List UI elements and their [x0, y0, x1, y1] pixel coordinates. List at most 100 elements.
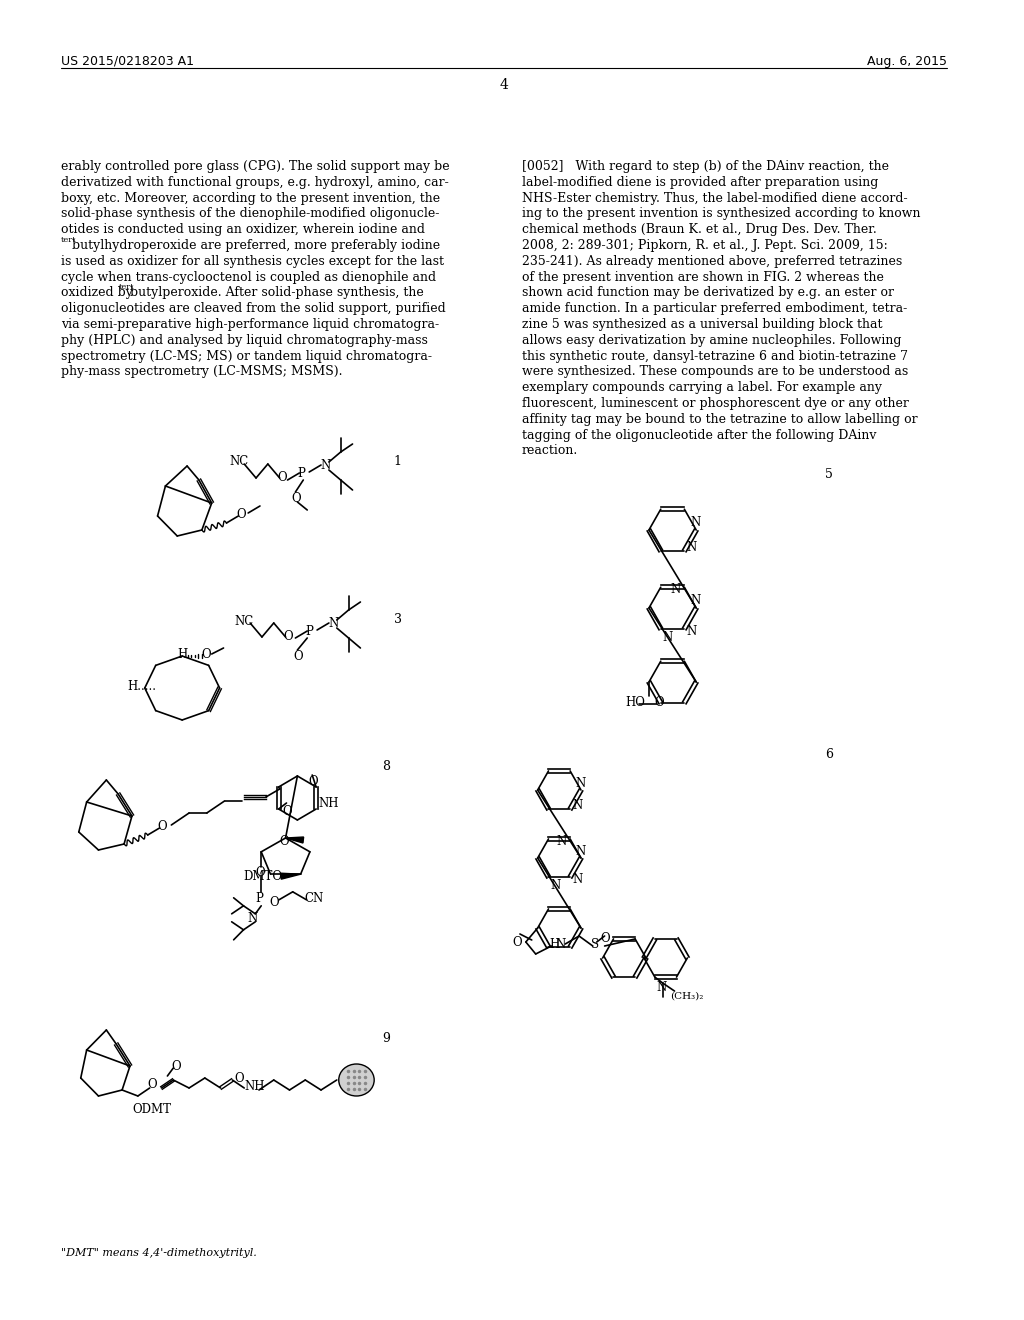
Text: phy-mass spectrometry (LC-MSMS; MSMS).: phy-mass spectrometry (LC-MSMS; MSMS).	[61, 366, 343, 379]
Text: H: H	[177, 648, 187, 661]
Text: ing to the present invention is synthesized according to known: ing to the present invention is synthesi…	[522, 207, 921, 220]
Text: N: N	[686, 624, 696, 638]
Text: N: N	[690, 594, 700, 607]
Text: label-modified diene is provided after preparation using: label-modified diene is provided after p…	[522, 176, 879, 189]
Text: O: O	[147, 1078, 158, 1092]
Text: exemplary compounds carrying a label. For example any: exemplary compounds carrying a label. Fo…	[522, 381, 882, 395]
Text: 3: 3	[394, 612, 401, 626]
Text: O: O	[269, 896, 279, 908]
Text: via semi-preparative high-performance liquid chromatogra-: via semi-preparative high-performance li…	[61, 318, 439, 331]
Text: 6: 6	[825, 748, 834, 762]
Text: reaction.: reaction.	[522, 445, 579, 458]
Text: O: O	[283, 805, 292, 818]
Text: oxidized by: oxidized by	[61, 286, 137, 300]
Text: H: H	[550, 939, 560, 950]
Text: O: O	[278, 471, 288, 484]
Text: butylhydroperoxide are preferred, more preferably iodine: butylhydroperoxide are preferred, more p…	[73, 239, 440, 252]
Text: N: N	[572, 873, 583, 886]
Text: N: N	[575, 845, 586, 858]
Text: shown acid function may be derivatized by e.g. an ester or: shown acid function may be derivatized b…	[522, 286, 894, 300]
Text: solid-phase synthesis of the dienophile-modified oligonucle-: solid-phase synthesis of the dienophile-…	[61, 207, 439, 220]
Text: 1: 1	[394, 455, 401, 469]
Text: O: O	[601, 932, 610, 945]
Text: NH: NH	[318, 797, 339, 810]
Text: N: N	[321, 459, 331, 473]
Text: O: O	[308, 775, 317, 788]
Text: N: N	[572, 799, 583, 812]
Text: N: N	[556, 836, 566, 847]
Text: S: S	[591, 939, 599, 950]
Text: N: N	[551, 879, 561, 892]
Text: Aug. 6, 2015: Aug. 6, 2015	[867, 55, 947, 69]
Text: N: N	[686, 541, 696, 554]
Text: allows easy derivatization by amine nucleophiles. Following: allows easy derivatization by amine nucl…	[522, 334, 901, 347]
Text: fluorescent, luminescent or phosphorescent dye or any other: fluorescent, luminescent or phosphoresce…	[522, 397, 908, 411]
Text: otides is conducted using an oxidizer, wherein iodine and: otides is conducted using an oxidizer, w…	[61, 223, 425, 236]
Polygon shape	[286, 837, 304, 843]
Text: N: N	[328, 616, 338, 630]
Text: butylperoxide. After solid-phase synthesis, the: butylperoxide. After solid-phase synthes…	[130, 286, 424, 300]
Text: O: O	[234, 1072, 244, 1085]
Text: NC: NC	[234, 615, 254, 628]
Text: 4: 4	[500, 78, 509, 92]
Text: [0052]   With regard to step (b) of the DAinv reaction, the: [0052] With regard to step (b) of the DA…	[522, 160, 889, 173]
Text: of the present invention are shown in FIG. 2 whereas the: of the present invention are shown in FI…	[522, 271, 884, 284]
Text: O: O	[171, 1060, 181, 1073]
Text: tagging of the oligonucleotide after the following DAinv: tagging of the oligonucleotide after the…	[522, 429, 877, 442]
Text: N: N	[575, 777, 586, 789]
Text: DMTO: DMTO	[244, 870, 283, 883]
Text: chemical methods (Braun K. et al., Drug Des. Dev. Ther.: chemical methods (Braun K. et al., Drug …	[522, 223, 877, 236]
Text: 8: 8	[382, 760, 390, 774]
Text: N: N	[248, 912, 258, 925]
Text: NHS-Ester chemistry. Thus, the label-modified diene accord-: NHS-Ester chemistry. Thus, the label-mod…	[522, 191, 907, 205]
Text: N: N	[656, 981, 667, 994]
Text: were synthesized. These compounds are to be understood as: were synthesized. These compounds are to…	[522, 366, 908, 379]
Text: 2008, 2: 289-301; Pipkorn, R. et al., J. Pept. Sci. 2009, 15:: 2008, 2: 289-301; Pipkorn, R. et al., J.…	[522, 239, 888, 252]
Text: O: O	[512, 936, 521, 949]
Text: H.....: H.....	[127, 680, 156, 693]
Text: HO: HO	[626, 696, 645, 709]
Text: oligonucleotides are cleaved from the solid support, purified: oligonucleotides are cleaved from the so…	[61, 302, 445, 315]
Text: is used as oxidizer for all synthesis cycles except for the last: is used as oxidizer for all synthesis cy…	[61, 255, 444, 268]
Text: "DMT" means 4,4'-dimethoxytrityl.: "DMT" means 4,4'-dimethoxytrityl.	[61, 1247, 257, 1258]
Text: N: N	[690, 516, 700, 529]
Text: P: P	[297, 467, 305, 480]
Text: CN: CN	[304, 892, 324, 904]
Text: affinity tag may be bound to the tetrazine to allow labelling or: affinity tag may be bound to the tetrazi…	[522, 413, 918, 426]
Text: N: N	[663, 631, 673, 644]
Text: N: N	[671, 583, 681, 597]
Text: derivatized with functional groups, e.g. hydroxyl, amino, car-: derivatized with functional groups, e.g.…	[61, 176, 449, 189]
Text: spectrometry (LC-MS; MS) or tandem liquid chromatogra-: spectrometry (LC-MS; MS) or tandem liqui…	[61, 350, 432, 363]
Text: O: O	[654, 696, 665, 709]
Text: phy (HPLC) and analysed by liquid chromatography-mass: phy (HPLC) and analysed by liquid chroma…	[61, 334, 428, 347]
Text: NH: NH	[244, 1080, 265, 1093]
Text: O: O	[202, 648, 212, 661]
Polygon shape	[281, 874, 301, 879]
Text: ODMT: ODMT	[132, 1104, 171, 1115]
Text: O: O	[284, 630, 293, 643]
Text: O: O	[280, 836, 290, 847]
Text: (CH₃)₂: (CH₃)₂	[671, 991, 703, 1001]
Text: NC: NC	[229, 455, 249, 469]
Ellipse shape	[339, 1064, 374, 1096]
Text: P: P	[255, 892, 263, 904]
Text: O: O	[294, 649, 303, 663]
Text: 5: 5	[825, 469, 834, 480]
Text: this synthetic route, dansyl-tetrazine 6 and biotin-tetrazine 7: this synthetic route, dansyl-tetrazine 6…	[522, 350, 908, 363]
Text: amide function. In a particular preferred embodiment, tetra-: amide function. In a particular preferre…	[522, 302, 907, 315]
Text: N: N	[555, 939, 565, 950]
Text: boxy, etc. Moreover, according to the present invention, the: boxy, etc. Moreover, according to the pr…	[61, 191, 440, 205]
Text: O: O	[237, 508, 246, 521]
Text: 235-241). As already mentioned above, preferred tetrazines: 235-241). As already mentioned above, pr…	[522, 255, 902, 268]
Text: tert: tert	[61, 236, 77, 244]
Text: O: O	[158, 820, 167, 833]
Text: zine 5 was synthesized as a universal building block that: zine 5 was synthesized as a universal bu…	[522, 318, 883, 331]
Text: O: O	[292, 492, 301, 506]
Text: tert: tert	[119, 284, 134, 292]
Text: 9: 9	[382, 1032, 390, 1045]
Text: P: P	[305, 624, 313, 638]
Text: US 2015/0218203 A1: US 2015/0218203 A1	[61, 55, 195, 69]
Text: cycle when trans-cyclooctenol is coupled as dienophile and: cycle when trans-cyclooctenol is coupled…	[61, 271, 436, 284]
Text: erably controlled pore glass (CPG). The solid support may be: erably controlled pore glass (CPG). The …	[61, 160, 450, 173]
Text: O: O	[255, 866, 265, 879]
